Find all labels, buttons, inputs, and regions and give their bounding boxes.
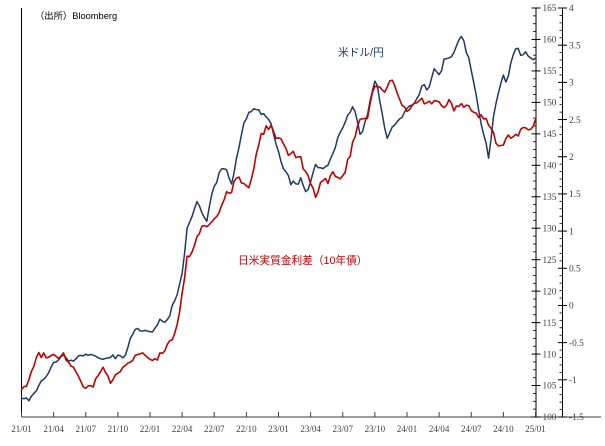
svg-text:150: 150 bbox=[543, 99, 557, 109]
svg-text:24/07: 24/07 bbox=[461, 424, 482, 434]
svg-text:3: 3 bbox=[569, 79, 574, 89]
svg-text:-0.5: -0.5 bbox=[569, 339, 584, 349]
svg-text:125: 125 bbox=[543, 256, 557, 266]
svg-text:22/04: 22/04 bbox=[172, 424, 193, 434]
svg-text:0: 0 bbox=[569, 302, 574, 312]
svg-text:3.5: 3.5 bbox=[569, 41, 581, 51]
svg-text:24/01: 24/01 bbox=[397, 424, 418, 434]
svg-text:23/01: 23/01 bbox=[268, 424, 289, 434]
svg-text:-1: -1 bbox=[569, 376, 577, 386]
svg-text:120: 120 bbox=[543, 287, 557, 297]
svg-text:105: 105 bbox=[543, 382, 557, 392]
svg-text:165: 165 bbox=[543, 4, 557, 14]
svg-text:23/04: 23/04 bbox=[300, 424, 321, 434]
svg-text:155: 155 bbox=[543, 67, 557, 77]
svg-text:23/10: 23/10 bbox=[365, 424, 386, 434]
svg-text:135: 135 bbox=[543, 193, 557, 203]
svg-text:115: 115 bbox=[543, 319, 557, 329]
svg-text:2.5: 2.5 bbox=[569, 116, 581, 126]
svg-text:22/10: 22/10 bbox=[236, 424, 257, 434]
svg-text:21/01: 21/01 bbox=[11, 424, 32, 434]
svg-text:1: 1 bbox=[569, 227, 574, 237]
svg-text:4: 4 bbox=[569, 4, 574, 14]
svg-text:21/10: 21/10 bbox=[108, 424, 129, 434]
svg-text:21/04: 21/04 bbox=[43, 424, 64, 434]
svg-text:25/01: 25/01 bbox=[525, 424, 546, 434]
svg-text:23/07: 23/07 bbox=[332, 424, 353, 434]
svg-text:130: 130 bbox=[543, 224, 557, 234]
svg-text:0.5: 0.5 bbox=[569, 264, 581, 274]
svg-text:145: 145 bbox=[543, 130, 557, 140]
svg-text:21/07: 21/07 bbox=[75, 424, 96, 434]
svg-text:160: 160 bbox=[543, 36, 557, 46]
svg-text:24/04: 24/04 bbox=[429, 424, 450, 434]
svg-text:22/01: 22/01 bbox=[140, 424, 161, 434]
svg-text:-1.5: -1.5 bbox=[569, 413, 584, 423]
svg-text:140: 140 bbox=[543, 162, 557, 172]
svg-text:110: 110 bbox=[543, 350, 557, 360]
svg-text:1.5: 1.5 bbox=[569, 190, 581, 200]
svg-text:22/07: 22/07 bbox=[204, 424, 225, 434]
svg-text:2: 2 bbox=[569, 153, 574, 163]
svg-text:24/10: 24/10 bbox=[493, 424, 514, 434]
svg-text:100: 100 bbox=[543, 413, 557, 423]
